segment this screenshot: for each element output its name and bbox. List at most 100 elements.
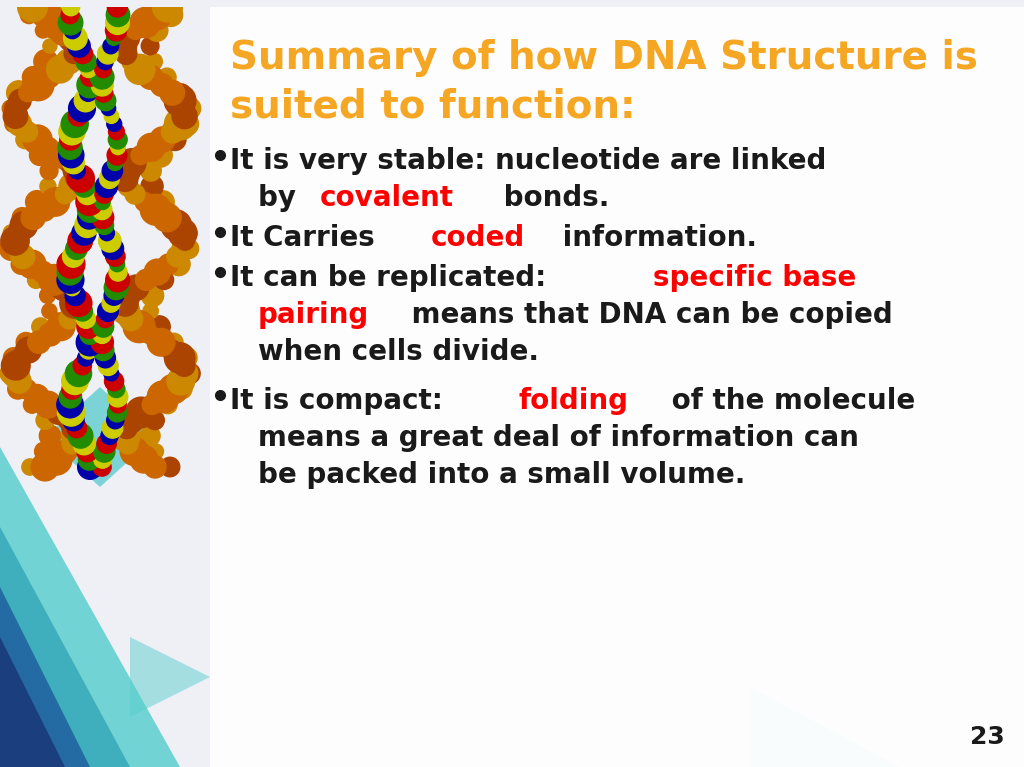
Circle shape: [111, 421, 140, 451]
Circle shape: [104, 372, 124, 391]
Circle shape: [116, 43, 137, 64]
Circle shape: [7, 239, 27, 258]
Circle shape: [126, 397, 157, 428]
Circle shape: [62, 152, 85, 174]
Circle shape: [15, 337, 41, 363]
Circle shape: [40, 162, 58, 179]
Circle shape: [120, 437, 148, 466]
Circle shape: [123, 275, 148, 301]
Circle shape: [1, 227, 30, 255]
Circle shape: [102, 295, 120, 312]
Circle shape: [76, 51, 96, 72]
Circle shape: [40, 443, 72, 475]
Circle shape: [130, 8, 161, 38]
Circle shape: [141, 0, 172, 30]
Circle shape: [105, 20, 127, 41]
Circle shape: [57, 250, 85, 278]
Circle shape: [178, 97, 201, 120]
Circle shape: [7, 112, 32, 136]
Circle shape: [97, 54, 114, 70]
Circle shape: [20, 6, 38, 24]
Circle shape: [39, 137, 58, 157]
Text: by: by: [258, 184, 305, 212]
Circle shape: [33, 199, 55, 221]
Circle shape: [91, 331, 114, 354]
Circle shape: [105, 11, 129, 35]
Circle shape: [108, 387, 128, 407]
Circle shape: [165, 108, 197, 140]
Circle shape: [63, 26, 87, 50]
Text: Summary of how DNA Structure is: Summary of how DNA Structure is: [230, 39, 978, 77]
Circle shape: [167, 246, 187, 267]
Circle shape: [113, 166, 138, 192]
Circle shape: [59, 173, 85, 199]
Circle shape: [36, 23, 51, 38]
Text: bonds.: bonds.: [494, 184, 609, 212]
Circle shape: [92, 200, 112, 219]
Circle shape: [78, 455, 102, 479]
Circle shape: [97, 44, 118, 64]
Circle shape: [73, 301, 92, 321]
Circle shape: [6, 81, 31, 105]
Circle shape: [61, 416, 85, 439]
Circle shape: [75, 213, 99, 238]
Circle shape: [137, 133, 165, 161]
Circle shape: [11, 255, 31, 275]
Circle shape: [165, 334, 183, 351]
Circle shape: [98, 229, 121, 252]
Text: 23: 23: [971, 725, 1005, 749]
Circle shape: [90, 65, 114, 89]
Circle shape: [10, 212, 38, 239]
Circle shape: [80, 324, 99, 344]
Circle shape: [3, 225, 20, 242]
Circle shape: [66, 285, 85, 305]
Circle shape: [65, 22, 81, 38]
Circle shape: [95, 194, 111, 209]
Circle shape: [74, 176, 95, 197]
Text: of the molecule: of the molecule: [662, 387, 915, 415]
Circle shape: [39, 7, 71, 38]
Circle shape: [47, 400, 71, 424]
Circle shape: [113, 298, 139, 324]
Circle shape: [77, 72, 102, 97]
Circle shape: [141, 176, 163, 197]
Circle shape: [80, 341, 97, 359]
Circle shape: [77, 441, 97, 462]
Circle shape: [106, 31, 121, 45]
Circle shape: [172, 360, 198, 387]
Circle shape: [16, 130, 34, 149]
Circle shape: [62, 410, 84, 431]
Circle shape: [111, 140, 125, 155]
Circle shape: [62, 245, 84, 267]
Circle shape: [61, 110, 88, 137]
Circle shape: [175, 112, 199, 136]
Circle shape: [68, 165, 94, 192]
Circle shape: [126, 21, 144, 40]
Circle shape: [147, 381, 179, 413]
Circle shape: [173, 355, 195, 377]
Circle shape: [22, 206, 45, 229]
Circle shape: [66, 170, 84, 188]
Circle shape: [153, 0, 182, 22]
Circle shape: [147, 328, 175, 356]
Circle shape: [66, 360, 91, 387]
Circle shape: [61, 423, 88, 449]
Circle shape: [148, 316, 170, 337]
Circle shape: [26, 191, 48, 213]
Text: information.: information.: [553, 224, 757, 252]
Circle shape: [143, 304, 159, 319]
Circle shape: [35, 391, 61, 418]
Circle shape: [167, 367, 195, 395]
Circle shape: [39, 425, 60, 446]
Circle shape: [59, 288, 90, 318]
Circle shape: [17, 250, 46, 278]
Text: covalent: covalent: [319, 184, 454, 212]
Polygon shape: [0, 587, 90, 767]
Circle shape: [69, 95, 95, 122]
Circle shape: [32, 318, 49, 335]
Circle shape: [110, 257, 125, 272]
Circle shape: [94, 84, 113, 102]
Circle shape: [17, 0, 47, 21]
Circle shape: [108, 0, 127, 17]
Circle shape: [114, 35, 136, 58]
